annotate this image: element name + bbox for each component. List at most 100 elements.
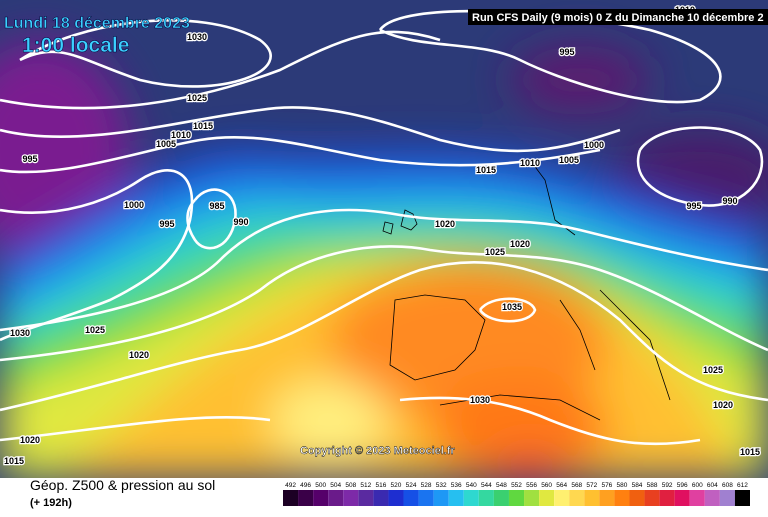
isobar-label: 1025 (85, 325, 105, 335)
colorbar-swatch (508, 490, 525, 506)
colorbar-swatch (704, 490, 720, 506)
colorbar-label: 532 (436, 482, 447, 489)
isobar-label: 1015 (4, 456, 24, 466)
colorbar-swatch (433, 490, 449, 506)
colorbar-label: 536 (451, 482, 462, 489)
colorbar-swatch (629, 490, 645, 506)
colorbar-swatch (584, 490, 600, 506)
copyright: Copyright © 2023 Meteociel.fr (300, 445, 456, 457)
colorbar-swatch (719, 490, 735, 506)
run-background (468, 9, 768, 25)
colorbar-label: 520 (391, 482, 402, 489)
colorbar-label: 500 (315, 482, 326, 489)
colorbar-swatch (283, 490, 299, 506)
colorbar-label: 528 (421, 482, 432, 489)
isobar-label: 1035 (502, 302, 522, 312)
colorbar-label: 508 (345, 482, 356, 489)
colorbar-swatch (674, 490, 690, 506)
colorbar-swatch (448, 490, 464, 506)
time: 1:00 locale (22, 34, 129, 57)
colorbar-swatch (614, 490, 630, 506)
colorbar-swatch (539, 490, 555, 506)
colorbar-swatch (734, 490, 750, 506)
colorbar-swatch (478, 490, 494, 506)
isobar-label: 995 (22, 154, 37, 164)
colorbar-label: 596 (677, 482, 688, 489)
legend-title: Géop. Z500 & pression au sol (30, 477, 215, 493)
isobar-label: 1030 (187, 32, 207, 42)
colorbar-swatch (328, 490, 344, 506)
date: Lundi 18 décembre 2023 (4, 15, 190, 32)
run: Run CFS Daily (9 mois) 0 Z du Dimanche 1… (472, 12, 764, 24)
colorbar-swatch (388, 490, 404, 506)
colorbar-swatch (599, 490, 615, 506)
isobar-label: 1000 (124, 200, 144, 210)
colorbar-label: 608 (722, 482, 733, 489)
colorbar-swatch (554, 490, 570, 506)
colorbar-label: 556 (526, 482, 537, 489)
isobar-label: 1020 (129, 350, 149, 360)
colorbar-label: 564 (556, 482, 567, 489)
colorbar-label: 548 (496, 482, 507, 489)
colorbar-label: 504 (330, 482, 341, 489)
isobar-label: 1030 (470, 395, 490, 405)
isobar-label: 1005 (156, 139, 176, 149)
isobar-label: 1010 (520, 158, 540, 168)
isobar-label: 995 (159, 219, 174, 229)
isobar-label: 1030 (10, 328, 30, 338)
colorbar-swatch (463, 490, 479, 506)
colorbar-swatch (644, 490, 660, 506)
colorbar-swatch (298, 490, 314, 506)
colorbar-swatch (659, 490, 675, 506)
isobar-label: 1015 (193, 121, 213, 131)
colorbar-swatch (524, 490, 540, 506)
isobar-label: 985 (209, 201, 224, 211)
colorbar-label: 588 (647, 482, 658, 489)
isobar-label: 1015 (740, 447, 760, 457)
colorbar-label: 492 (285, 482, 296, 489)
colorbar-swatch (343, 490, 359, 506)
colorbar-label: 592 (662, 482, 673, 489)
map: Copyright © 2023 Meteociel.fr 1030 1025 10… (0, 0, 768, 478)
colorbar-label: 576 (601, 482, 612, 489)
colorbar-swatch (403, 490, 419, 506)
colorbar-label: 560 (541, 482, 552, 489)
isobar-label: 995 (686, 201, 701, 211)
colorbar-swatch (418, 490, 434, 506)
colorbar-label: 524 (406, 482, 417, 489)
colorbar-label: 612 (737, 482, 748, 489)
isobar-label: 990 (722, 196, 737, 206)
colorbar: 492 496 500 504 508 512 516 520 524 528 532 536 540 5… (283, 482, 750, 506)
isobar-label: 1025 (485, 247, 505, 257)
isobar-label: 990 (233, 217, 248, 227)
legend-lead: (+ 192h) (30, 497, 72, 509)
isobar-label: 1020 (20, 435, 40, 445)
colorbar-swatch (313, 490, 329, 506)
isobar-label: 1015 (476, 165, 496, 175)
isobar-label: 1020 (713, 400, 733, 410)
colorbar-label: 604 (707, 482, 718, 489)
colorbar-label: 568 (571, 482, 582, 489)
colorbar-label: 544 (481, 482, 492, 489)
isobar-label: 1020 (435, 219, 455, 229)
colorbar-swatch (689, 490, 705, 506)
isobar-label: 1005 (559, 155, 579, 165)
colorbar-label: 584 (632, 482, 643, 489)
isobar-label: 1010 (171, 130, 191, 140)
isobar-label: 995 (559, 47, 574, 57)
colorbar-label: 600 (692, 482, 703, 489)
colorbar-swatch (358, 490, 374, 506)
colorbar-label: 552 (511, 482, 522, 489)
isobar-label: 1025 (187, 93, 207, 103)
isobar-label: 1025 (703, 365, 723, 375)
colorbar-label: 572 (586, 482, 597, 489)
colorbar-label: 516 (375, 482, 386, 489)
colorbar-label: 512 (360, 482, 371, 489)
isobar-label: 1020 (510, 239, 530, 249)
colorbar-label: 496 (300, 482, 311, 489)
colorbar-label: 540 (466, 482, 477, 489)
colorbar-swatch (373, 490, 389, 506)
colorbar-swatch (493, 490, 509, 506)
isobar-label: 1000 (584, 140, 604, 150)
